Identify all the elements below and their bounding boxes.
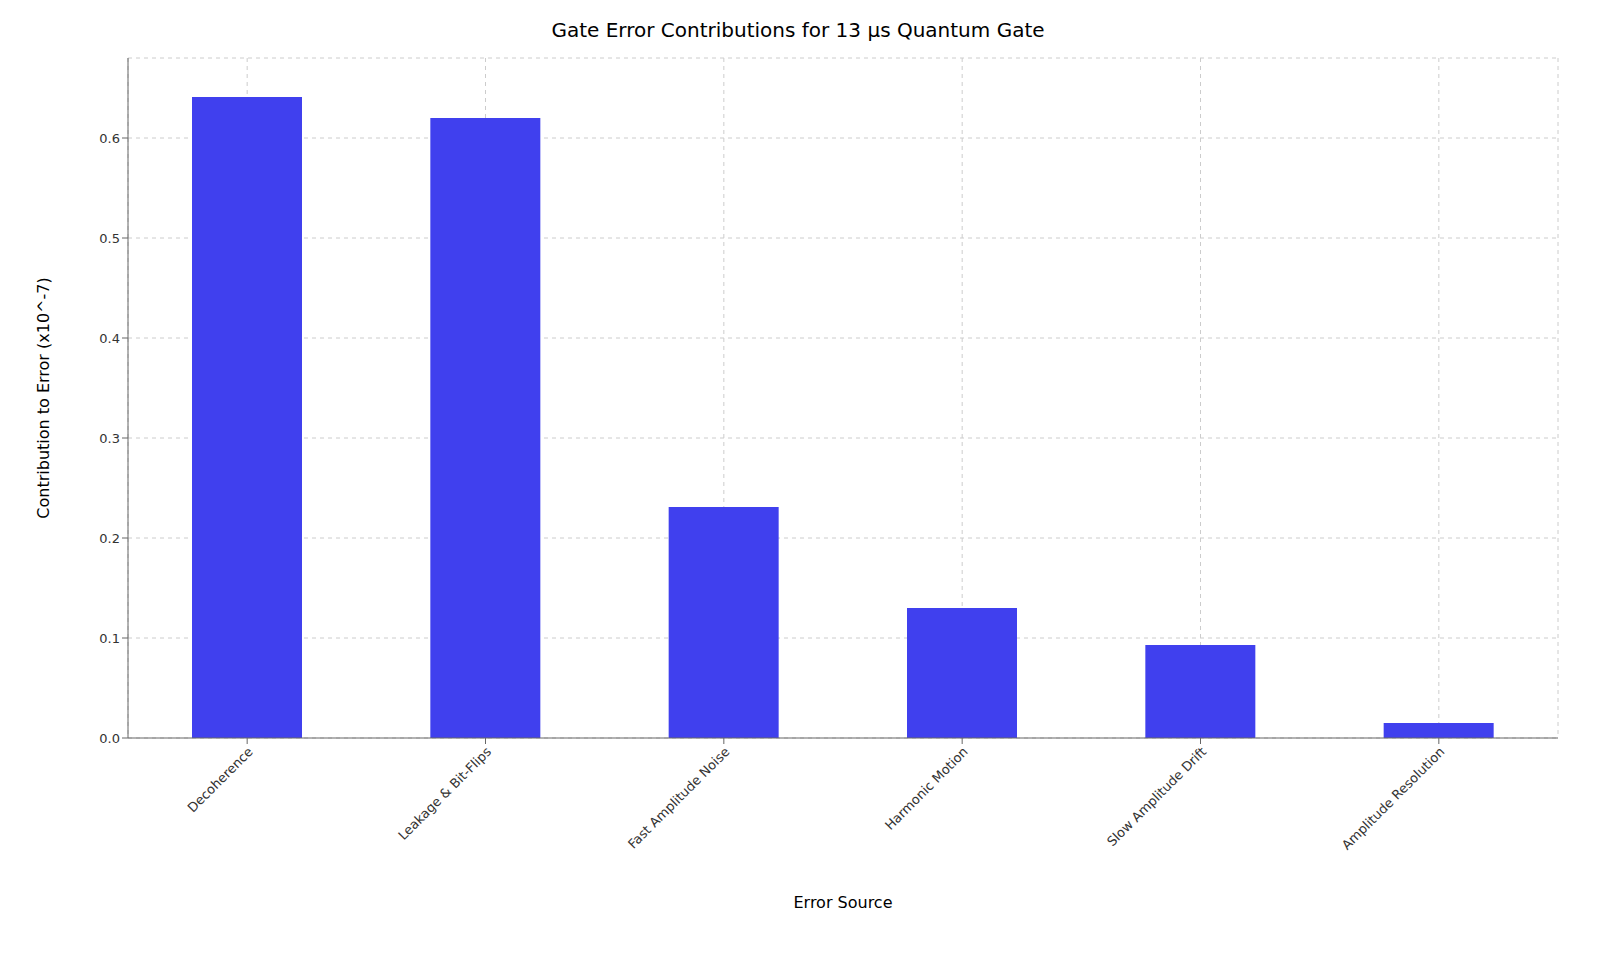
svg-text:0.4: 0.4 (99, 331, 120, 346)
svg-text:0.6: 0.6 (99, 131, 120, 146)
svg-text:Leakage & Bit-Flips: Leakage & Bit-Flips (395, 744, 494, 843)
svg-text:0.1: 0.1 (99, 631, 120, 646)
svg-text:0.5: 0.5 (99, 231, 120, 246)
svg-text:0.0: 0.0 (99, 731, 120, 746)
svg-text:Slow Amplitude Drift: Slow Amplitude Drift (1104, 744, 1209, 849)
svg-text:Harmonic Motion: Harmonic Motion (882, 744, 971, 833)
svg-text:0.2: 0.2 (99, 531, 120, 546)
svg-text:Error Source: Error Source (793, 893, 892, 912)
svg-text:Amplitude Resolution: Amplitude Resolution (1339, 744, 1448, 853)
svg-text:Fast Amplitude Noise: Fast Amplitude Noise (625, 744, 733, 852)
svg-text:0.3: 0.3 (99, 431, 120, 446)
html-text:Gate Error Contributions for 1: Gate Error Contributions for 13 μs Quant… (551, 18, 1045, 42)
svg-text:Decoherence: Decoherence (185, 744, 256, 815)
svg-text:Contribution to Error (x10^-7): Contribution to Error (x10^-7) (34, 277, 53, 518)
